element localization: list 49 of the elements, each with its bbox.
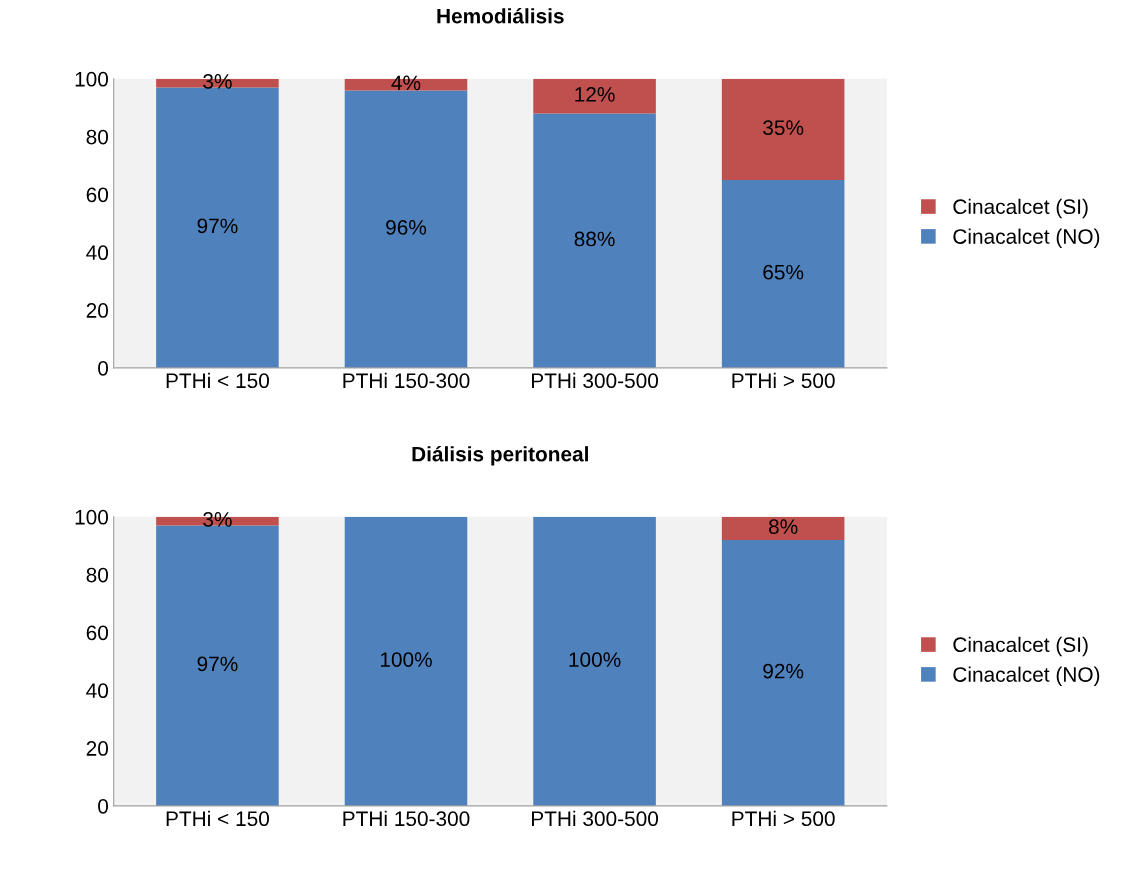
x-tick-label: PTHi 300-500 [532,372,659,389]
data-label: 88% [574,231,615,247]
chart-title: Diálisis peritoneal [412,446,588,466]
chart-title: Hemodiálisis [437,8,564,24]
y-tick-label: 0 [98,798,109,814]
x-tick-label: PTHi < 150 [166,372,269,389]
bar [721,516,845,540]
x-tick-label: PTHi 150-300 [343,372,470,389]
y-tick-label: 60 [86,625,109,641]
y-tick-label: 80 [86,567,109,583]
y-tick-label: 40 [86,683,109,699]
y-tick-label: 0 [98,360,109,376]
legend-label: Cinacalcet (SI) [953,636,1088,657]
data-label: 12% [575,87,615,102]
y-tick-label: 100 [75,71,109,87]
x-tick-label: PTHi 150-300 [343,810,470,827]
data-label: 8% [768,519,798,534]
y-tick-label: 40 [86,245,109,261]
bar [533,78,656,114]
data-label: 65% [763,264,804,280]
bar [721,180,845,368]
data-label: 97% [197,656,238,672]
bar [533,516,656,806]
y-tick-label: 100 [75,509,109,525]
data-label: 35% [763,120,804,136]
x-tick-label: PTHi 300-500 [532,810,659,827]
legend-label: Cinacalcet (SI) [953,198,1088,219]
y-tick-label: 80 [86,129,109,145]
data-label: 100% [569,652,621,667]
data-label: 97% [197,218,238,234]
legend-label: Cinacalcet (NO) [953,228,1100,248]
y-tick-label: 20 [86,741,109,756]
data-label: 100% [380,652,432,667]
bar [156,525,279,806]
data-label: 4% [391,75,421,91]
bar [344,90,468,368]
x-tick-label: PTHi < 150 [166,810,269,827]
bar [721,78,845,181]
bar [156,87,279,368]
data-label: 96% [386,220,427,235]
x-tick-label: PTHi > 500 [732,810,835,827]
x-tick-label: PTHi > 500 [732,372,835,389]
legend-label: Cinacalcet (NO) [953,666,1100,686]
y-tick-label: 60 [86,187,109,203]
bar [721,539,845,806]
y-tick-label: 20 [86,303,109,318]
bar [533,113,656,368]
bar [344,516,468,806]
data-label: 92% [763,663,804,679]
